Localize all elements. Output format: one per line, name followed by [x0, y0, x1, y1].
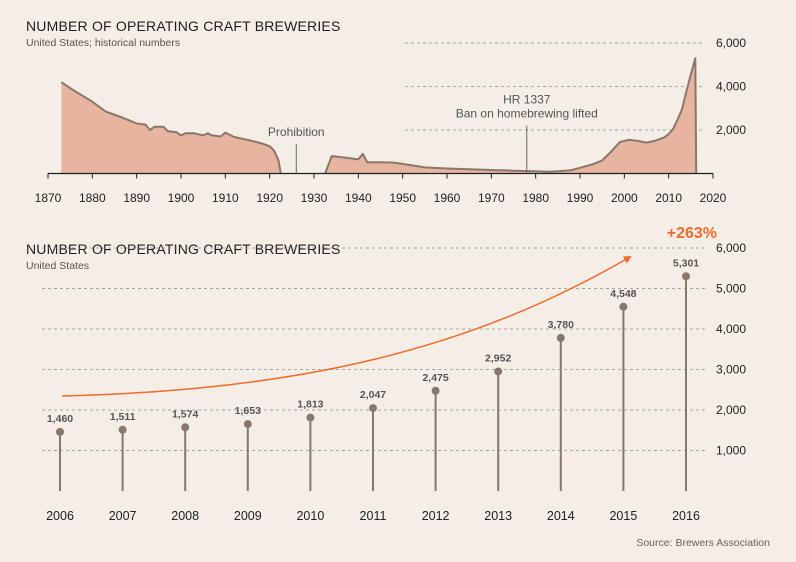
chart2-value-label-2011: 2,047: [360, 389, 386, 401]
chart2-value-label-2013: 2,952: [485, 352, 511, 364]
chart1-subtitle: United States; historical numbers: [26, 37, 181, 49]
chart2-value-label-2016: 5,301: [673, 257, 699, 269]
chart2-y-tick-label: 2,000: [716, 403, 746, 417]
chart1-x-tick-label: 1930: [301, 191, 328, 205]
chart1-x-tick-label: 1890: [123, 191, 150, 205]
chart1-annotation-label: Ban on homebrewing lifted: [456, 107, 598, 121]
chart2-dot-2016: [682, 272, 690, 281]
chart2-value-label-2015: 4,548: [610, 288, 636, 300]
chart2-y-tick-label: 3,000: [716, 363, 746, 377]
chart2-dot-2012: [431, 386, 440, 395]
chart1-series-line-1: [60, 81, 282, 174]
chart2-dot-2014: [556, 333, 565, 342]
chart1-x-tick-label: 1960: [434, 191, 461, 205]
chart1-annotation-label: Prohibition: [268, 125, 325, 139]
chart2-x-tick-label-2006: 2006: [46, 509, 74, 523]
chart2-growth-arrow: [61, 255, 632, 397]
chart2-x-tick-label-2016: 2016: [672, 509, 700, 523]
chart1-x-tick-label: 1970: [478, 191, 505, 205]
chart1-x-tick-label: 1870: [35, 191, 62, 205]
historical-breweries-area-chart: 2,000 4,000 6,000 1870 1880 1890 1900 1910 1920 1…: [35, 36, 747, 205]
chart2-dot-2006: [56, 427, 64, 436]
chart2-x-tick-label-2010: 2010: [296, 509, 324, 523]
chart2-dot-2013: [494, 367, 503, 376]
chart2-x-tick-label-2013: 2013: [484, 509, 512, 523]
chart2-value-label-2008: 1,574: [172, 408, 198, 420]
chart2-value-label-2007: 1,511: [110, 411, 136, 423]
chart2-x-tick-label-2014: 2014: [547, 509, 575, 523]
chart1-x-tick-label: 1990: [567, 191, 594, 205]
chart1-x-tick-label: 1940: [345, 191, 372, 205]
chart2-x-tick-label-2011: 2011: [360, 509, 387, 523]
chart2-value-label-2012: 2,475: [422, 372, 448, 384]
source-note: Source: Brewers Association: [636, 537, 770, 549]
chart2-dot-2010: [306, 413, 315, 422]
chart2-x-tick-label-2009: 2009: [234, 509, 262, 523]
chart1-x-tick-label: 1900: [168, 191, 195, 205]
chart1-y-tick-label: 6,000: [716, 36, 746, 50]
chart1-y-tick-label: 4,000: [716, 80, 746, 94]
chart1-y-tick-label: 2,000: [716, 123, 746, 137]
chart1-x-tick-label: 1880: [79, 191, 106, 205]
chart1-area-segment-1: [61, 82, 281, 174]
chart2-x-tick-label-2008: 2008: [171, 509, 199, 523]
chart1-annotation-label: HR 1337: [503, 93, 551, 107]
chart2-y-tick-label: 5,000: [716, 282, 746, 296]
chart2-y-tick-label: 4,000: [716, 322, 746, 336]
chart2-subtitle: United States: [26, 260, 90, 272]
chart2-x-tick-label-2012: 2012: [422, 509, 450, 523]
chart1-x-tick-label: 1920: [256, 191, 283, 205]
chart1-x-tick-label: 1950: [389, 191, 416, 205]
chart2-x-tick-label-2015: 2015: [609, 509, 637, 523]
chart1-x-tick-label: 2010: [655, 191, 682, 205]
chart2-dot-2011: [369, 404, 377, 413]
chart1-area-segment-2: [325, 58, 697, 174]
chart2-value-label-2009: 1,653: [235, 405, 261, 417]
chart1-x-tick-label: 2020: [700, 191, 727, 205]
chart1-x-tick-label: 2000: [611, 191, 638, 205]
chart2-growth-label: +263%: [667, 225, 717, 242]
chart2-dot-2015: [619, 302, 628, 311]
chart2-y-tick-label: 1,000: [716, 444, 746, 458]
chart2-dot-2009: [243, 420, 252, 429]
chart2-value-label-2006: 1,460: [47, 413, 73, 425]
chart2-dot-2007: [118, 425, 127, 434]
chart1-title: NUMBER OF OPERATING CRAFT BREWERIES: [26, 18, 341, 34]
chart2-dot-2008: [181, 423, 190, 432]
chart1-x-tick-label: 1980: [522, 191, 549, 205]
chart2-value-label-2010: 1,813: [297, 399, 323, 411]
chart1-x-tick-label: 1910: [212, 191, 239, 205]
chart2-title: NUMBER OF OPERATING CRAFT BREWERIES: [26, 241, 341, 257]
chart1-series-line-2: [324, 57, 698, 174]
chart2-value-label-2014: 3,780: [548, 319, 574, 331]
chart2-y-tick-label: 6,000: [716, 241, 746, 255]
chart2-x-tick-label-2007: 2007: [109, 509, 137, 523]
